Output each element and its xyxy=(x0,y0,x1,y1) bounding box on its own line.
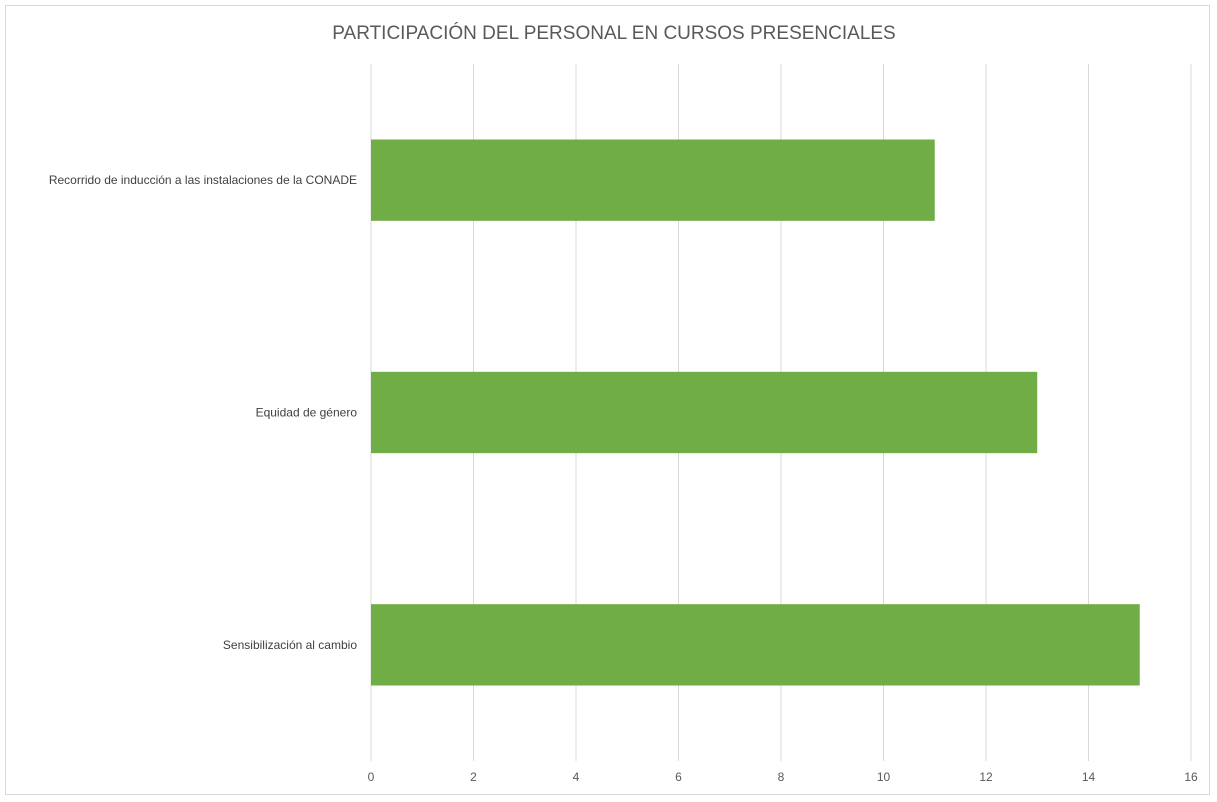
x-tick-label: 0 xyxy=(368,770,375,784)
bar xyxy=(371,604,1140,686)
x-axis-tick-labels: 0 2 4 6 8 10 12 14 16 xyxy=(368,770,1198,784)
category-labels: Recorrido de inducción a las instalacion… xyxy=(49,173,357,652)
category-label: Recorrido de inducción a las instalacion… xyxy=(49,173,357,187)
category-label: Sensibilización al cambio xyxy=(223,638,357,652)
x-tick-label: 14 xyxy=(1082,770,1096,784)
x-tick-label: 10 xyxy=(877,770,891,784)
bars xyxy=(371,139,1140,686)
x-tick-label: 8 xyxy=(778,770,785,784)
x-tick-label: 16 xyxy=(1184,770,1198,784)
chart-title: PARTICIPACIÓN DEL PERSONAL EN CURSOS PRE… xyxy=(332,22,895,44)
bar xyxy=(371,139,935,221)
x-tick-label: 4 xyxy=(573,770,580,784)
category-label: Equidad de género xyxy=(256,406,358,420)
x-tick-label: 2 xyxy=(470,770,477,784)
bar xyxy=(371,371,1038,454)
x-tick-label: 6 xyxy=(675,770,682,784)
x-tick-label: 12 xyxy=(979,770,993,784)
